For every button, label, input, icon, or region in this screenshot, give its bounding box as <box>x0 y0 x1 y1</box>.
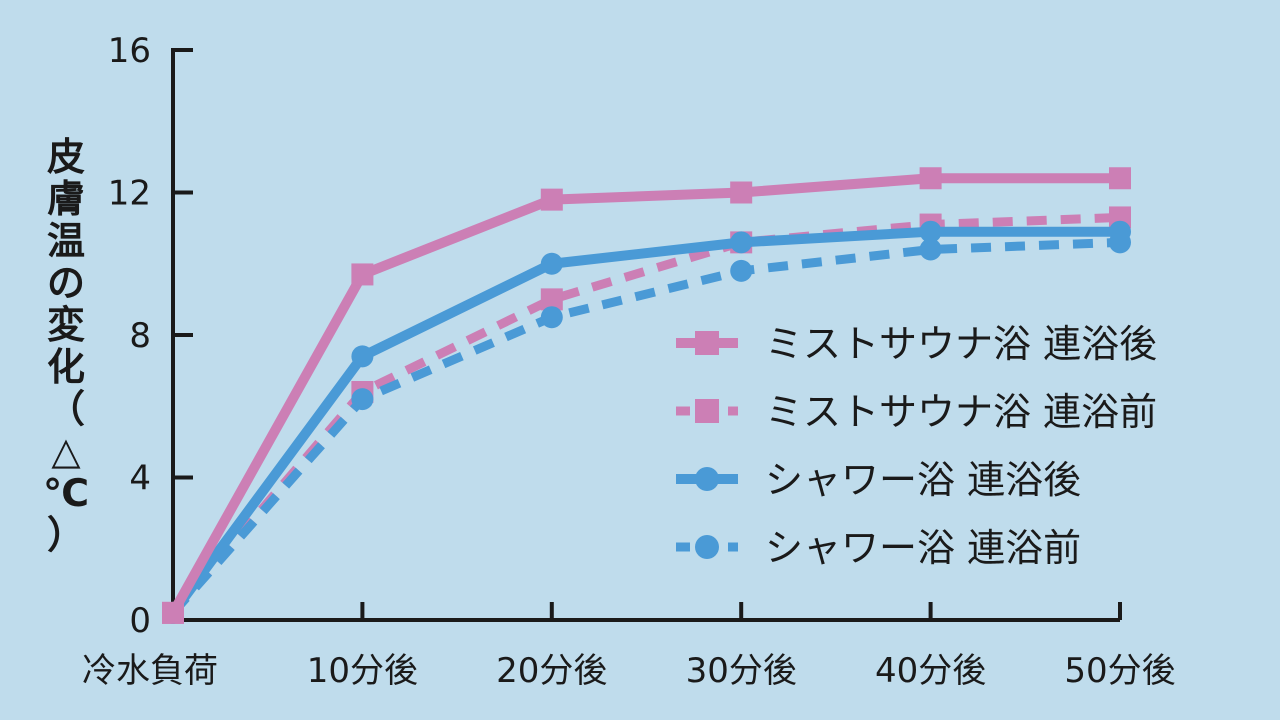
legend-item-0: ミストサウナ浴 連浴後 <box>676 322 1157 366</box>
x-tick-label-0: 冷水負荷 <box>82 651 218 691</box>
legend-label-1: ミストサウナ浴 連浴前 <box>765 390 1157 434</box>
y-axis-label-char-8: ℃ <box>43 471 89 515</box>
y-axis-label-char-0: 皮 <box>47 135 85 179</box>
point-3-3 <box>730 259 753 282</box>
series-line-0 <box>168 173 1120 616</box>
x-tick-label-3: 30分後 <box>686 651 797 691</box>
point-2-5 <box>1109 220 1131 243</box>
y-tick-label-16: 16 <box>108 31 151 71</box>
x-tick-label-4: 40分後 <box>875 651 986 691</box>
legend-item-2: シャワー浴 連浴後 <box>676 458 1081 502</box>
series-line-3 <box>169 237 1121 616</box>
x-tick-label-2: 20分後 <box>496 651 607 691</box>
legend-marker-1 <box>695 399 719 423</box>
point-0-0 <box>162 601 184 624</box>
point-0-3 <box>730 181 753 204</box>
legend-label-0: ミストサウナ浴 連浴後 <box>765 322 1157 366</box>
point-3-4 <box>919 238 942 261</box>
point-2-2 <box>540 252 563 275</box>
legend-item-1: ミストサウナ浴 連浴前 <box>676 390 1157 434</box>
legend-item-3: シャワー浴 連浴前 <box>676 526 1081 570</box>
axes: 0 4 8 12 16 冷水負荷 10分後 20分後 30分後 40分後 50分後 <box>82 31 1176 691</box>
legend-marker-3 <box>695 535 719 559</box>
y-tick-label-12: 12 <box>108 174 151 214</box>
y-axis-label-char-2: 温 <box>47 219 85 263</box>
x-tick-label-5: 50分後 <box>1064 651 1175 691</box>
y-axis-label-char-9: ） <box>47 513 85 557</box>
y-axis-label-char-3: の <box>47 261 85 305</box>
y-axis-label-char-4: 変 <box>47 303 85 347</box>
point-3-1 <box>351 388 374 411</box>
point-0-5 <box>1109 167 1131 190</box>
point-0-4 <box>919 167 942 190</box>
y-axis-label-char-5: 化 <box>47 345 85 389</box>
point-2-1 <box>351 345 374 368</box>
series-line-2 <box>168 226 1120 616</box>
legend-marker-0 <box>695 331 719 355</box>
point-3-2 <box>540 306 563 329</box>
series-layer <box>162 167 1131 624</box>
point-2-4 <box>919 220 942 243</box>
series-0 <box>162 167 1131 624</box>
y-axis-label-char-7: △ <box>51 429 81 473</box>
point-2-3 <box>730 231 753 254</box>
point-1-2 <box>540 288 563 311</box>
y-axis-label-char-6: （ <box>47 387 85 431</box>
legend-marker-2 <box>695 467 719 491</box>
y-tick-label-0: 0 <box>129 601 151 641</box>
legend-label-2: シャワー浴 連浴後 <box>765 458 1081 502</box>
y-tick-label-4: 4 <box>129 459 151 499</box>
point-0-1 <box>351 263 374 286</box>
legend-label-3: シャワー浴 連浴前 <box>765 526 1081 570</box>
x-tick-label-1: 10分後 <box>307 651 418 691</box>
point-0-2 <box>540 188 563 211</box>
y-tick-label-8: 8 <box>129 316 151 356</box>
y-axis-label-char-1: 膚 <box>47 177 85 221</box>
